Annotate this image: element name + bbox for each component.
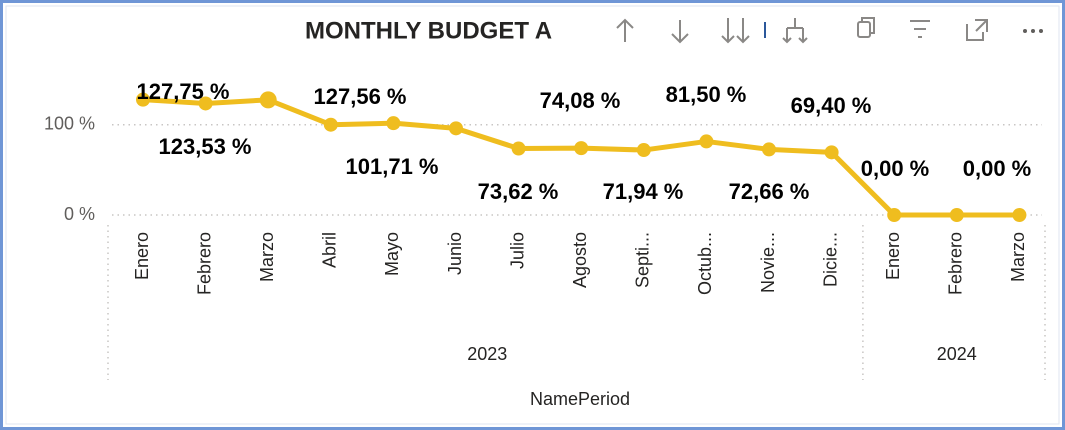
x-tick-label: Enero [883, 232, 903, 280]
x-tick-label: Dicie... [820, 232, 840, 287]
expand-down-icon[interactable] [721, 18, 750, 44]
expand-all-icon[interactable] [782, 18, 808, 44]
data-point [636, 143, 651, 158]
chart-title: MONTHLY BUDGET A [305, 17, 552, 44]
drill-up-icon[interactable] [616, 18, 634, 42]
x-tick-label: Febrero [194, 232, 214, 295]
data-point [574, 141, 589, 156]
x-tick-label: Octub... [695, 232, 715, 295]
x-tick-label: Febrero [946, 232, 966, 295]
x-tick-label: Mayo [382, 232, 402, 276]
more-options-icon[interactable] [1023, 29, 1043, 33]
data-label: 72,66 % [729, 179, 810, 204]
y-tick-label: 100 % [44, 113, 95, 133]
x-group-label: 2023 [467, 344, 507, 364]
data-label: 127,75 % [137, 79, 230, 104]
data-point [824, 145, 839, 160]
data-point [323, 117, 338, 132]
copy-icon-back [861, 17, 875, 34]
data-point [449, 121, 463, 136]
data-label: 81,50 % [666, 82, 747, 107]
x-tick-label: Junio [445, 232, 465, 275]
data-point [762, 142, 776, 157]
data-label: 69,40 % [791, 93, 872, 118]
toolbar-bg [605, 12, 810, 52]
drill-down-icon[interactable] [671, 20, 689, 44]
data-label: 71,94 % [603, 179, 684, 204]
data-point [136, 92, 150, 107]
card-inner [5, 5, 1060, 425]
data-point [198, 96, 213, 111]
data-point [949, 208, 964, 222]
data-point [386, 116, 401, 131]
data-point [259, 91, 277, 109]
x-group-label: 2024 [937, 344, 977, 364]
x-tick-label: Enero [132, 232, 152, 280]
data-label: 74,08 % [540, 88, 621, 113]
filter-icon[interactable] [910, 20, 930, 38]
y-tick-label: 0 % [64, 204, 95, 224]
data-label: 0,00 % [963, 156, 1032, 181]
focus-icon[interactable] [966, 19, 988, 41]
data-point [1012, 208, 1027, 222]
data-point [699, 134, 714, 149]
x-tick-label: Marzo [257, 232, 277, 282]
data-point [887, 208, 902, 222]
copy-icon[interactable] [857, 21, 871, 38]
data-point [511, 141, 526, 156]
x-tick-label: Septi... [633, 232, 653, 288]
visual-toolbar [605, 12, 1043, 52]
x-tick-label: Novie... [758, 232, 778, 293]
x-axis-title: NamePeriod [530, 389, 630, 409]
data-label: 127,56 % [314, 84, 407, 109]
data-label: 73,62 % [478, 179, 559, 204]
data-label: 101,71 % [346, 154, 439, 179]
data-label: 0,00 % [861, 156, 930, 181]
x-tick-label: Agosto [570, 232, 590, 288]
x-tick-label: Marzo [1008, 232, 1028, 282]
data-label: 123,53 % [159, 134, 252, 159]
x-tick-label: Julio [507, 232, 527, 269]
x-tick-label: Abril [320, 232, 340, 268]
